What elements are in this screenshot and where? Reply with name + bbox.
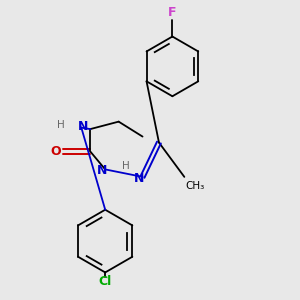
Text: CH₃: CH₃: [186, 182, 205, 191]
Text: N: N: [78, 120, 88, 133]
Text: Cl: Cl: [99, 275, 112, 288]
Text: F: F: [168, 6, 177, 19]
Text: H: H: [122, 161, 130, 171]
Text: N: N: [97, 164, 107, 177]
Text: N: N: [134, 172, 145, 185]
Text: O: O: [51, 145, 61, 158]
Text: H: H: [56, 120, 64, 130]
